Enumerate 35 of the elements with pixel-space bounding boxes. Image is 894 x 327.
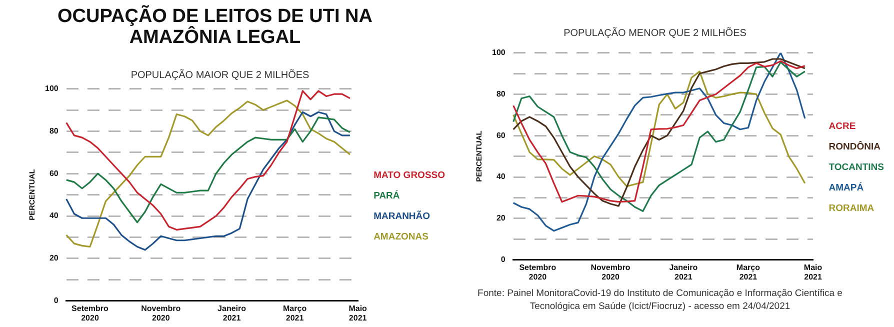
source-note: Fonte: Painel MonitoraCovid-19 do Instituto de Comunicação e Informação Científica e Tecnológica em Saúde (Icict/Fiocruz) - acesso em 24/04/2021 [476,287,844,313]
x-tick-label: Setembro 2020 [72,304,109,322]
x-tick-label: Março 2021 [736,262,760,282]
x-tick-label: Novembro 2020 [141,304,181,322]
text: TOCANTINS [828,162,884,174]
x-tick-label: Maio 2021 [348,304,368,322]
chart-title: POPULAÇÃO MENOR QUE 2 MILHÕES [564,28,746,39]
y-tick-label: 20 [49,254,59,263]
text: RONDÔNIA [828,140,881,153]
chart-title: OCUPAÇÃO DE LEITOS DE UTI NA AMAZÔNIA LEGAL [56,6,374,48]
y-tick-label: 0 [500,255,506,264]
text: AMAPÁ [828,182,864,194]
text: ACRE [828,121,856,132]
x-tick-label: Setembro 2020 [519,262,556,282]
text: RORAIMA [828,203,874,214]
text: MARANHÃO [374,210,430,222]
y-tick-label: 40 [49,211,59,220]
x-tick-label: Maio 2021 [804,262,822,282]
y-tick-label: 0 [54,296,59,306]
y-tick-label: 20 [496,214,506,223]
text: AMAZONAS [374,231,428,242]
y-tick-label: 80 [496,89,506,98]
text: MATO GROSSO [374,170,446,181]
y-tick-label: 100 [492,48,506,58]
text: PARÁ [374,189,400,202]
x-tick-label: Janeiro 2021 [669,262,698,282]
y-tick-label: 80 [49,126,59,136]
x-tick-label: Março 2021 [283,304,307,322]
chart-subtitle: POPULAÇÃO MAIOR QUE 2 MILHÕES [130,70,310,81]
y-tick-label: 60 [496,130,506,140]
y-tick-label: 100 [44,84,59,94]
y-tick-label: 40 [496,172,506,182]
x-tick-label: Novembro 2020 [590,262,630,282]
y-tick-label: 60 [49,168,59,178]
x-tick-label: Janeiro 2021 [218,304,246,322]
